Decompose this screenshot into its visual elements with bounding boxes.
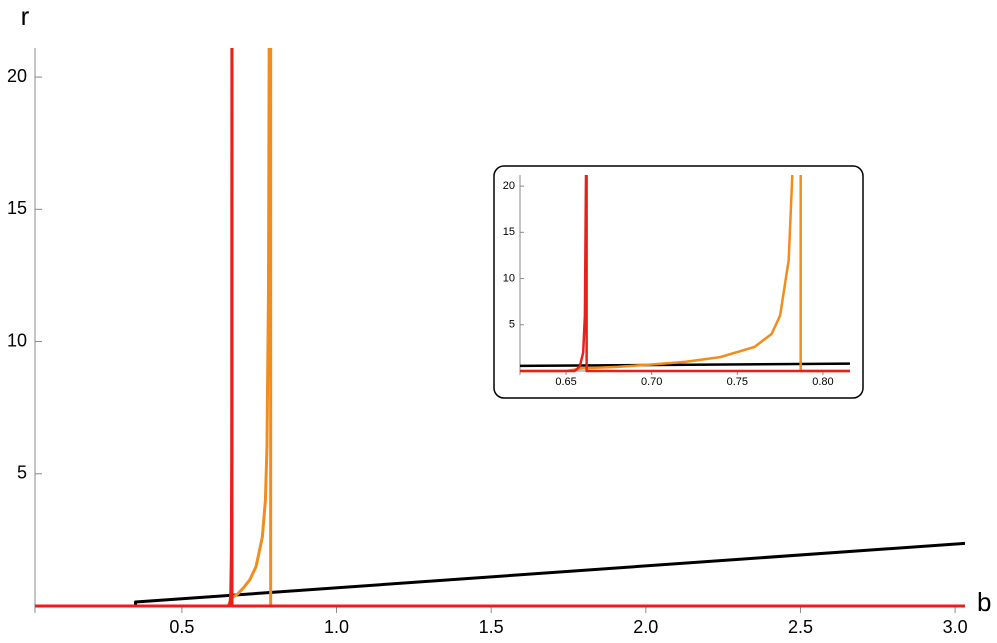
y-tick-label: 10 — [7, 330, 27, 350]
y-tick-label: 20 — [7, 66, 27, 86]
y-tick-label: 5 — [509, 319, 515, 331]
line — [520, 362, 850, 368]
x-axis-label: b — [977, 587, 991, 617]
y-tick-label: 15 — [503, 226, 515, 238]
x-tick-label: 0.5 — [169, 617, 194, 637]
x-tick-label: 2.5 — [788, 617, 813, 637]
x-tick-label: 3.0 — [943, 617, 968, 637]
x-tick-label: 1.5 — [479, 617, 504, 637]
x-tick-label: 2.0 — [633, 617, 658, 637]
series-group — [520, 362, 850, 368]
line — [520, 175, 850, 373]
x-tick-label: 0.65 — [555, 376, 576, 388]
series-group — [35, 48, 965, 608]
y-tick-label: 5 — [17, 463, 27, 483]
y-axis-label: r — [21, 1, 30, 31]
x-tick-label: 0.75 — [727, 376, 748, 388]
series-group — [520, 175, 850, 373]
line — [520, 175, 850, 373]
y-tick-label: 20 — [503, 180, 515, 192]
line — [35, 48, 965, 608]
y-tick-label: 15 — [7, 198, 27, 218]
y-tick-label: 10 — [503, 272, 515, 284]
x-tick-label: 1.0 — [324, 617, 349, 637]
series-group — [520, 175, 850, 373]
x-tick-label: 0.80 — [812, 376, 833, 388]
x-tick-label: 0.70 — [641, 376, 662, 388]
